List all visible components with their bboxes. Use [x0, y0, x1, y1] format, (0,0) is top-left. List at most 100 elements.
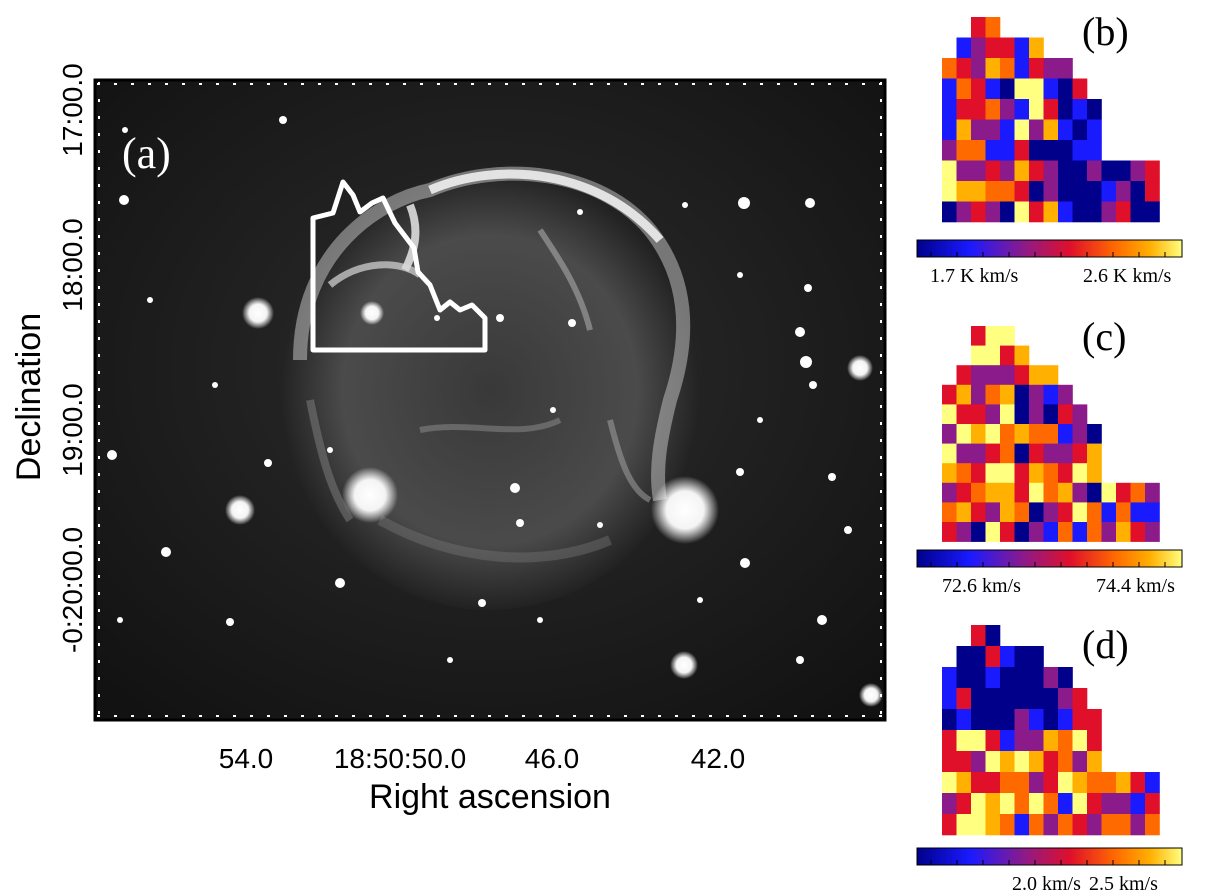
map-pixel: [1058, 688, 1073, 710]
map-pixel: [1072, 709, 1088, 731]
map-pixel: [1000, 793, 1015, 815]
map-pixel: [1043, 443, 1059, 464]
map-pixel: [1014, 119, 1030, 141]
y-tick-label: 17:00.0: [57, 63, 88, 156]
map-pixel: [1145, 793, 1160, 815]
map-pixel: [1145, 772, 1160, 794]
panel-a-label: (a): [122, 129, 171, 178]
map-pixel: [1072, 814, 1088, 836]
y-tick-label: 18:00.0: [57, 218, 88, 311]
map-pixel: [1058, 160, 1073, 182]
panel-c-label: (c): [1082, 314, 1126, 359]
pixel-map-b: [942, 17, 1160, 223]
map-pixel: [971, 326, 986, 346]
map-pixel: [1014, 772, 1030, 794]
map-pixel: [1072, 463, 1088, 484]
map-pixel: [1029, 522, 1044, 542]
map-pixel: [1000, 404, 1015, 425]
map-pixel: [1072, 99, 1088, 120]
map-pixel: [956, 646, 972, 668]
panel-a-frame: [93, 78, 887, 722]
colorbar-ticks-b: [930, 252, 1166, 257]
map-pixel: [1014, 482, 1030, 503]
map-pixel: [942, 404, 957, 425]
map-pixel: [1014, 793, 1030, 815]
map-pixel: [1043, 667, 1059, 689]
map-pixel: [971, 404, 986, 425]
map-pixel: [971, 443, 986, 464]
map-pixel: [1014, 463, 1030, 484]
panel-a-ticks: [97, 82, 883, 718]
map-pixel: [971, 667, 986, 689]
colorbar-ticks-c: [930, 562, 1166, 567]
map-pixel: [1058, 78, 1073, 100]
map-pixel: [1029, 365, 1044, 386]
map-pixel: [1072, 424, 1088, 444]
map-pixel: [1072, 751, 1088, 773]
map-pixel: [942, 814, 957, 836]
x-tick-labels: 54.0 18:50:50.0 46.0 42.0: [219, 743, 746, 774]
map-pixel: [1116, 201, 1131, 223]
map-pixel: [1000, 99, 1015, 120]
map-pixel: [971, 482, 986, 503]
map-pixel: [985, 443, 1001, 464]
map-pixel: [971, 688, 986, 710]
map-pixel: [1014, 384, 1030, 405]
x-tick-label: 42.0: [691, 743, 746, 774]
map-pixel: [1145, 201, 1160, 223]
colorbar-ticks-d: [930, 860, 1166, 865]
map-pixel: [985, 688, 1001, 710]
map-pixel: [942, 793, 957, 815]
map-pixel: [971, 463, 986, 484]
map-pixel: [1000, 140, 1015, 161]
panel-d-label: (d): [1082, 622, 1129, 667]
map-pixel: [942, 119, 957, 141]
map-pixel: [1101, 814, 1117, 836]
map-pixel: [1029, 119, 1044, 141]
map-pixel: [1072, 404, 1088, 425]
map-pixel: [985, 646, 1001, 668]
map-pixel: [1145, 181, 1160, 202]
map-pixel: [985, 625, 1001, 647]
map-pixel: [956, 463, 972, 484]
pixel-map-d: [942, 625, 1160, 836]
map-pixel: [1058, 201, 1073, 223]
map-pixel: [985, 99, 1001, 120]
map-pixel: [1043, 502, 1059, 523]
map-pixel: [985, 751, 1001, 773]
map-pixel: [1029, 140, 1044, 161]
map-pixel: [942, 58, 957, 79]
map-pixel: [1014, 646, 1030, 668]
map-pixel: [1029, 160, 1044, 182]
map-pixel: [971, 345, 986, 366]
map-pixel: [956, 404, 972, 425]
map-pixel: [1130, 793, 1146, 815]
map-pixel: [942, 709, 957, 731]
map-pixel: [956, 424, 972, 444]
map-pixel: [985, 667, 1001, 689]
map-pixel: [1087, 814, 1102, 836]
map-pixel: [1014, 37, 1030, 59]
map-pixel: [1029, 688, 1044, 710]
map-pixel: [1087, 99, 1102, 120]
map-pixel: [942, 772, 957, 794]
map-pixel: [1116, 814, 1131, 836]
map-pixel: [1014, 522, 1030, 542]
map-pixel: [1014, 181, 1030, 202]
map-pixel: [985, 709, 1001, 731]
map-pixel: [985, 181, 1001, 202]
map-pixel: [971, 502, 986, 523]
map-pixel: [942, 688, 957, 710]
map-pixel: [971, 37, 986, 59]
map-pixel: [1058, 482, 1073, 503]
map-pixel: [971, 181, 986, 202]
map-pixel: [1029, 814, 1044, 836]
map-pixel: [1058, 181, 1073, 202]
map-pixel: [1029, 751, 1044, 773]
map-pixel: [1072, 688, 1088, 710]
map-pixel: [1029, 502, 1044, 523]
map-pixel: [956, 365, 972, 386]
x-tick-label: 54.0: [219, 743, 274, 774]
map-pixel: [1145, 502, 1160, 523]
map-pixel: [942, 181, 957, 202]
